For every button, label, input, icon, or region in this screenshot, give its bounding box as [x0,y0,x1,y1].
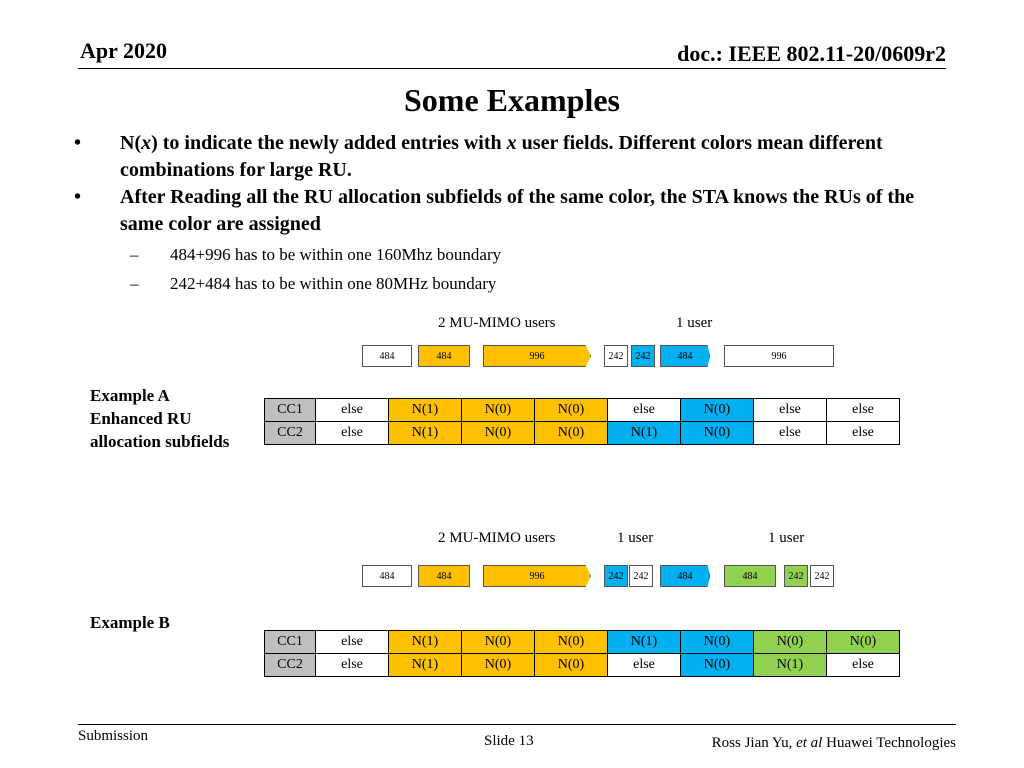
table-cell: else [315,421,389,445]
table-row: CC2 else N(1) N(0) N(0) else N(0) N(1) e… [264,653,900,677]
table-cell: else [826,421,900,445]
ru-block-996: 996 [483,345,591,367]
ru-block-242: 242 [631,345,655,367]
footer-slide-number: Slide 13 [484,733,534,749]
example-a-table: CC1 else N(1) N(0) N(0) else N(0) else e… [264,398,900,445]
sub-bullet-item: – 242+484 has to be within one 80MHz bou… [72,269,932,298]
ru-block-484: 484 [362,345,412,367]
user-group-label: 1 user [676,315,713,331]
table-cell: N(1) [388,421,462,445]
table-cell: N(1) [607,421,681,445]
header-date: Apr 2020 [80,38,167,63]
table-cell: N(1) [388,398,462,422]
row-header: CC2 [264,653,316,677]
table-cell: N(0) [461,630,535,654]
row-header: CC1 [264,630,316,654]
table-cell: else [315,653,389,677]
table-cell: N(0) [534,630,608,654]
table-cell: N(0) [534,421,608,445]
ru-block-484: 484 [724,565,776,587]
table-cell: N(0) [826,630,900,654]
ru-block-242: 242 [810,565,834,587]
table-row: CC2 else N(1) N(0) N(0) N(1) N(0) else e… [264,421,900,445]
table-cell: else [826,653,900,677]
ru-block-242: 242 [604,565,628,587]
header-rule [78,68,946,69]
table-cell: N(0) [534,653,608,677]
table-cell: else [607,398,681,422]
table-row: CC1 else N(1) N(0) N(0) else N(0) else e… [264,398,900,422]
footer-submission: Submission [78,728,149,744]
bullet-item: • N(x) to indicate the newly added entri… [72,130,932,184]
sub-bullet-item: – 484+996 has to be within one 160Mhz bo… [72,240,932,269]
ru-block-996: 996 [483,565,591,587]
table-cell: else [753,421,827,445]
table-cell: else [315,630,389,654]
table-cell: else [607,653,681,677]
slide-title: Some Examples [404,82,620,118]
bullet-list: • N(x) to indicate the newly added entri… [72,130,932,298]
table-cell: N(0) [680,630,754,654]
example-b-label: Example B [90,613,170,632]
user-group-label: 1 user [617,530,654,546]
ru-block-484: 484 [660,565,710,587]
ru-block-242: 242 [629,565,653,587]
table-cell: N(1) [388,653,462,677]
ru-block-484: 484 [660,345,710,367]
row-header: CC2 [264,421,316,445]
dash-marker: – [130,274,139,293]
sub-bullet-text: 242+484 has to be within one 80MHz bound… [170,274,497,293]
row-header: CC1 [264,398,316,422]
sub-bullet-text: 484+996 has to be within one 160Mhz boun… [170,245,502,264]
table-cell: N(0) [534,398,608,422]
example-b-table: CC1 else N(1) N(0) N(0) N(1) N(0) N(0) N… [264,630,900,677]
ru-block-484: 484 [362,565,412,587]
bullet-text: N(x) to indicate the newly added entries… [120,132,883,181]
table-cell: else [315,398,389,422]
ru-block-484: 484 [418,565,470,587]
table-cell: N(0) [753,630,827,654]
ru-block-484: 484 [418,345,470,367]
footer-author: Ross Jian Yu, et al Huawei Technologies [711,735,956,751]
footer-rule [78,724,956,725]
table-cell: N(0) [461,653,535,677]
bullet-dot: • [74,186,82,208]
user-group-label: 2 MU-MIMO users [438,315,556,331]
ru-block-996: 996 [724,345,834,367]
user-group-label: 2 MU-MIMO users [438,530,556,546]
header-doc-id: doc.: IEEE 802.11-20/0609r2 [677,41,946,66]
ru-block-242: 242 [784,565,808,587]
dash-marker: – [130,245,139,264]
table-cell: N(0) [680,421,754,445]
table-cell: N(0) [461,421,535,445]
bullet-dot: • [74,132,82,154]
table-cell: else [753,398,827,422]
example-a-label: Example A Enhanced RU allocation subfiel… [90,386,230,451]
bullet-item: • After Reading all the RU allocation su… [72,184,932,238]
ru-block-242: 242 [604,345,628,367]
user-group-label: 1 user [768,530,805,546]
table-cell: N(0) [461,398,535,422]
table-cell: N(0) [680,653,754,677]
table-cell: N(1) [607,630,681,654]
table-row: CC1 else N(1) N(0) N(0) N(1) N(0) N(0) N… [264,630,900,654]
bullet-text: After Reading all the RU allocation subf… [120,186,915,235]
table-cell: N(1) [388,630,462,654]
table-cell: else [826,398,900,422]
table-cell: N(0) [680,398,754,422]
table-cell: N(1) [753,653,827,677]
